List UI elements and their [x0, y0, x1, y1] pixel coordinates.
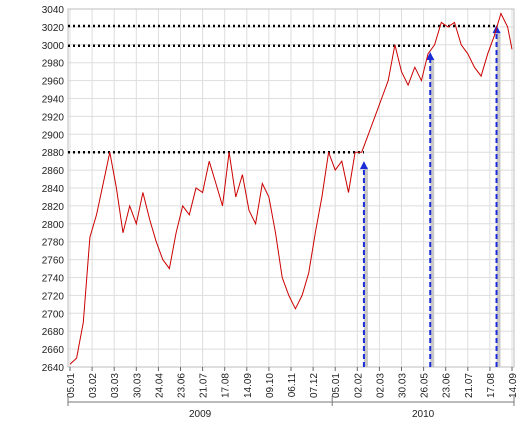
y-tick-label: 2840 — [42, 184, 65, 195]
y-tick-label: 2860 — [42, 166, 65, 177]
y-tick-label: 2780 — [42, 238, 65, 249]
y-tick-label: 2920 — [42, 112, 65, 123]
y-tick-label: 2660 — [42, 345, 65, 356]
y-tick-label: 2900 — [42, 130, 65, 141]
x-tick-label: 02.03 — [375, 373, 386, 398]
x-tick-label: 30.03 — [398, 373, 409, 398]
y-tick-label: 2720 — [42, 291, 65, 302]
threshold-lines — [68, 24, 497, 154]
y-tick-label: 2960 — [42, 77, 65, 88]
x-axis: 05.01 03.02 03.03 30.03 24.04 23.06 21.07 17.08… — [66, 367, 519, 398]
y-tick-label: 3000 — [42, 41, 65, 52]
x-tick-label: 26.05 — [420, 373, 431, 398]
arrows — [359, 25, 501, 367]
x-tick-label: 21.07 — [199, 373, 210, 398]
x-tick-label: 14.09 — [243, 373, 254, 398]
y-axis: 2640 2660 2680 2700 2720 2740 2760 2780 2800 2820… — [42, 5, 65, 374]
x-tick-label: 24.04 — [154, 373, 165, 398]
x-tick-label: 21.07 — [464, 373, 475, 398]
year-label: 2009 — [189, 409, 212, 420]
arrow-head — [359, 161, 368, 170]
y-tick-label: 2760 — [42, 256, 65, 267]
y-tick-label: 2980 — [42, 59, 65, 70]
grid — [68, 8, 514, 368]
series-line — [69, 12, 513, 365]
x-tick-label: 07.12 — [309, 373, 320, 398]
y-tick-label: 2700 — [42, 309, 65, 320]
x-tick-label: 14.09 — [508, 373, 519, 398]
x-tick-label: 23.06 — [177, 373, 188, 398]
x-tick-label: 30.03 — [132, 373, 143, 398]
y-tick-label: 3020 — [42, 23, 65, 34]
x-tick-label: 03.02 — [88, 373, 99, 398]
y-tick-label: 2740 — [42, 274, 65, 285]
x-tick-label: 23.06 — [442, 373, 453, 398]
year-axis: 2009 2010 — [67, 396, 515, 420]
x-tick-label: 17.08 — [486, 373, 497, 398]
y-tick-label: 2880 — [42, 148, 65, 159]
y-tick-label: 2940 — [42, 95, 65, 106]
y-tick-label: 2640 — [42, 363, 65, 374]
x-tick-label: 02.02 — [353, 373, 364, 398]
year-label: 2010 — [412, 409, 435, 420]
x-tick-label: 17.08 — [221, 373, 232, 398]
y-tick-label: 2820 — [42, 202, 65, 213]
arrow-head — [426, 51, 435, 60]
x-tick-label: 05.01 — [331, 373, 342, 398]
x-tick-label: 09.10 — [265, 373, 276, 398]
y-tick-label: 3040 — [42, 5, 65, 16]
x-tick-label: 05.01 — [66, 373, 77, 398]
x-tick-label: 03.03 — [110, 373, 121, 398]
y-tick-label: 2800 — [42, 220, 65, 231]
x-tick-label: 06.11 — [287, 373, 298, 398]
y-tick-label: 2680 — [42, 327, 65, 338]
